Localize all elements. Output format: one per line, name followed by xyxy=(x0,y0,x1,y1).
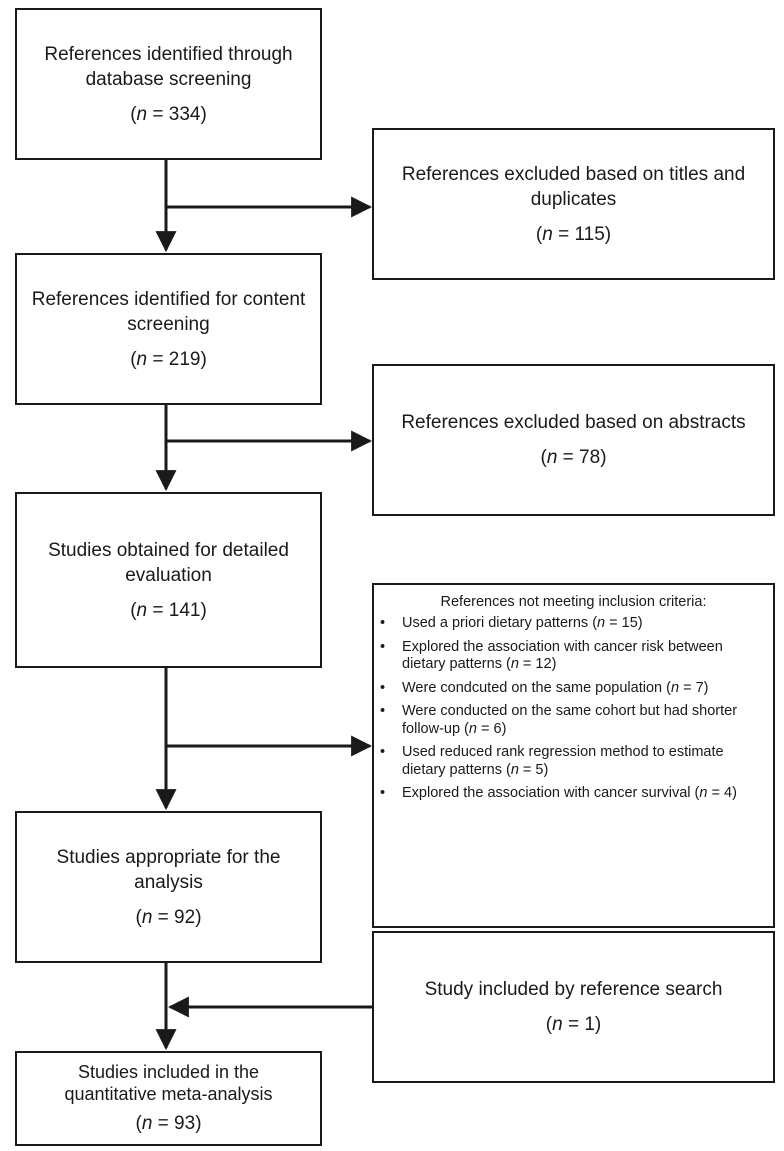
criteria-list: • Used a priori dietary patterns (n = 15)… xyxy=(380,615,767,803)
box-title: Study included by reference search xyxy=(424,979,723,1000)
box-content-screening: References identified for content screen… xyxy=(15,253,322,405)
box-studies-appropriate: Studies appropriate for the analysis (n … xyxy=(15,811,322,963)
box-reference-search: Study included by reference search (n = … xyxy=(372,931,775,1083)
criteria-item: • Were condcuted on the same population (… xyxy=(380,679,709,696)
box-exclusion-criteria: References not meeting inclusion criteri… xyxy=(372,583,775,928)
criteria-item: • Used reduced rank regression method to … xyxy=(380,744,724,778)
box-studies-included: Studies included in the quantitative met… xyxy=(15,1051,322,1146)
box-count: (n = 92) xyxy=(135,906,202,928)
box-excluded-titles: References excluded based on titles and … xyxy=(372,128,775,280)
box-references-identified: References identified through database s… xyxy=(15,8,322,160)
box-count: (n = 1) xyxy=(545,1014,602,1035)
criteria-item: • Used a priori dietary patterns (n = 15) xyxy=(380,615,643,631)
box-title: Studies obtained for detailed evaluation xyxy=(48,539,289,586)
criteria-item: • Explored the association with cancer su… xyxy=(380,785,737,801)
box-title: References excluded based on titles and … xyxy=(401,163,746,210)
box-excluded-abstracts: References excluded based on abstracts (… xyxy=(372,364,775,516)
box-count: (n = 334) xyxy=(130,103,207,125)
box-title: References identified for content screen… xyxy=(31,288,306,335)
criteria-item: • Were conducted on the same cohort but h… xyxy=(380,703,738,737)
criteria-heading: References not meeting inclusion criteri… xyxy=(440,594,707,610)
box-count: (n = 141) xyxy=(130,599,207,621)
box-count: (n = 115) xyxy=(535,223,612,245)
box-count: (n = 219) xyxy=(130,348,207,370)
box-title: References excluded based on abstracts xyxy=(401,412,746,433)
box-title: Studies appropriate for the analysis xyxy=(56,846,281,893)
box-title: References identified through database s… xyxy=(44,43,293,90)
criteria-item: • Explored the association with cancer ri… xyxy=(380,638,723,673)
box-detailed-evaluation: Studies obtained for detailed evaluation… xyxy=(15,492,322,668)
box-title: Studies included in the quantitative met… xyxy=(64,1062,273,1104)
box-count: (n = 78) xyxy=(540,447,607,468)
box-count: (n = 93) xyxy=(135,1113,202,1134)
